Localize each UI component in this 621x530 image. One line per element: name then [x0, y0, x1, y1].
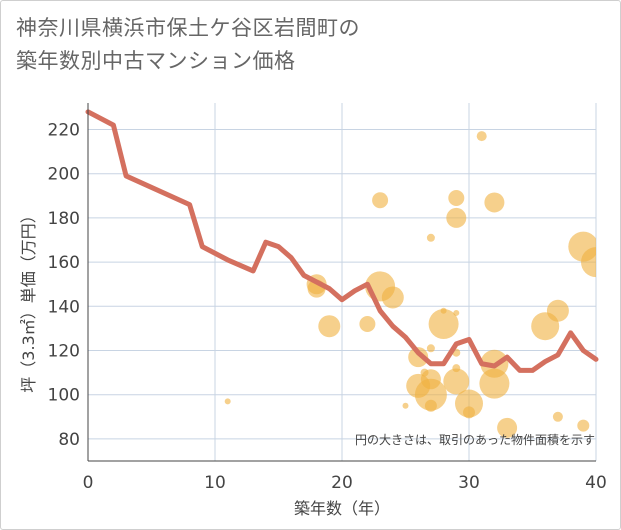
axes: 0 10 20 30 40 80 100 120 140 160 180 200 220	[48, 103, 607, 493]
bubble-point[interactable]	[448, 190, 465, 207]
bubble-point[interactable]	[446, 207, 467, 228]
trend-series	[85, 109, 599, 373]
bubble-size-note: 円の大きさは、取引のあった物件面積を示す	[355, 432, 595, 447]
bubble-point[interactable]	[359, 315, 376, 332]
y-tick-label: 180	[48, 209, 80, 229]
grid-lines	[88, 103, 597, 461]
x-tick-label: 20	[331, 473, 353, 493]
x-tick-label: 0	[83, 473, 94, 493]
bubble-point[interactable]	[581, 247, 611, 278]
bubble-point[interactable]	[443, 368, 470, 395]
y-tick-label: 140	[48, 297, 80, 317]
bubble-point[interactable]	[426, 344, 435, 353]
bubble-series	[224, 131, 611, 438]
bubble-point[interactable]	[546, 299, 569, 322]
bubble-point[interactable]	[420, 369, 441, 390]
bubble-point[interactable]	[424, 399, 437, 412]
bubble-point[interactable]	[408, 347, 429, 368]
bubble-point[interactable]	[497, 417, 518, 438]
y-axis-label: 坪（3.3㎡）単価（万円）	[19, 207, 38, 392]
bubble-point[interactable]	[453, 309, 460, 316]
x-tick-label: 30	[458, 473, 480, 493]
bubble-point[interactable]	[455, 389, 483, 418]
bubble-point[interactable]	[484, 192, 505, 213]
bubble-point[interactable]	[428, 308, 459, 339]
chart-title-line-2: 築年数別中古マンション価格	[16, 49, 296, 73]
x-tick-label: 10	[204, 473, 226, 493]
bubble-point[interactable]	[479, 368, 510, 399]
bubble-point[interactable]	[414, 378, 447, 411]
y-tick-label: 220	[48, 121, 80, 141]
bubble-point[interactable]	[224, 398, 231, 405]
bubble-point[interactable]	[426, 233, 435, 242]
y-tick-label: 200	[48, 165, 80, 185]
chart-title-line-1: 神奈川県横浜市保土ケ谷区岩間町の	[16, 16, 360, 40]
bubble-point[interactable]	[381, 286, 404, 309]
y-tick-label: 100	[48, 386, 80, 406]
y-tick-label: 80	[58, 430, 80, 450]
y-tick-label: 120	[48, 342, 80, 362]
bubble-point[interactable]	[552, 411, 563, 422]
bubble-point[interactable]	[372, 192, 389, 209]
bubble-point[interactable]	[318, 315, 341, 338]
trend-line	[85, 109, 599, 373]
bubble-point[interactable]	[402, 402, 409, 409]
chart-title: 神奈川県横浜市保土ケ谷区岩間町の 築年数別中古マンション価格	[16, 12, 606, 78]
x-axis-label: 築年数（年）	[294, 499, 390, 518]
bubble-point[interactable]	[463, 406, 475, 419]
bubble-point[interactable]	[577, 419, 590, 432]
x-tick-label: 40	[585, 473, 607, 493]
bubble-point[interactable]	[476, 131, 487, 142]
y-tick-label: 160	[48, 253, 80, 273]
